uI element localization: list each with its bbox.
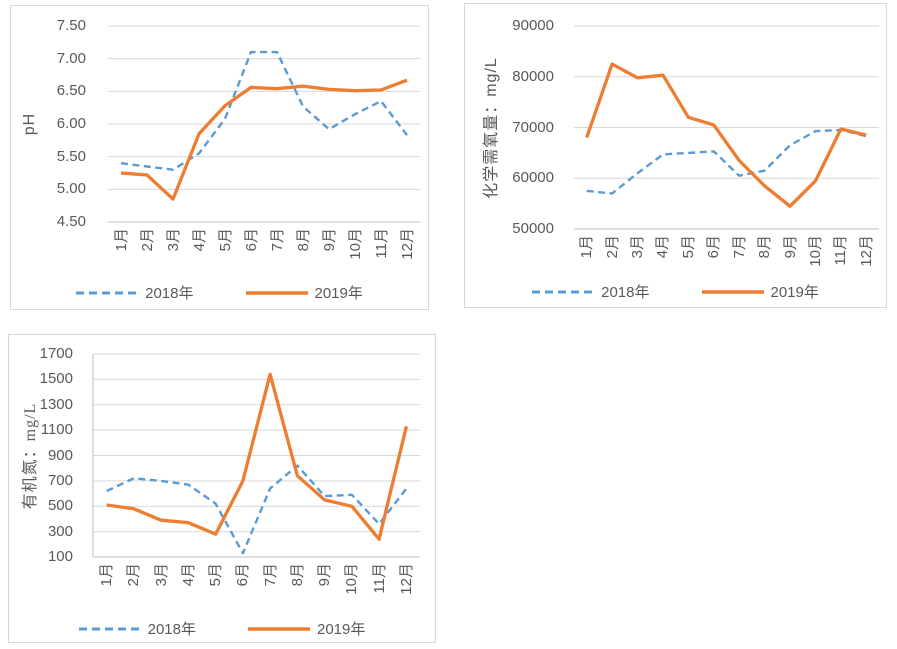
series-line-2019年 <box>120 78 408 201</box>
x-axis-label: 1月 <box>98 563 116 587</box>
plot-area <box>92 353 420 558</box>
x-axis-label: 5月 <box>679 235 697 259</box>
y-axis-tick-label: 60000 <box>512 169 554 187</box>
chart-organic-nitrogen: 有机氮：mg/L 1700 1500 1300 1100 900 700 500 300 100… <box>8 334 436 643</box>
legend-label: 2018年 <box>147 621 196 638</box>
x-axis-label: 11月 <box>372 228 390 259</box>
x-axis-label: 2月 <box>138 228 156 252</box>
y-axis-tick-label: 700 <box>47 471 73 489</box>
x-axis-label: 10月 <box>343 563 361 595</box>
y-axis-tick-label: 300 <box>47 522 73 540</box>
y-axis-tick-label: 4.50 <box>56 213 86 230</box>
legend-label: 2019年 <box>314 285 363 302</box>
y-axis-tick-label: 7.50 <box>56 17 86 34</box>
series-line-2018年 <box>586 128 867 195</box>
x-axis-label: 12月 <box>397 563 415 595</box>
x-axis-label: 4月 <box>654 235 672 259</box>
chart-ph: pH 7.50 7.00 6.50 6.00 5.50 5.00 4.50 1月 2月 3月 4月… <box>10 5 429 310</box>
legend-label: 2019年 <box>770 284 819 301</box>
legend-marker <box>78 627 141 630</box>
x-axis-label: 7月 <box>730 235 748 259</box>
chart-cod: 化学需氧量：mg/L 90000 80000 70000 60000 50000 1月 2… <box>464 3 887 308</box>
y-axis-tick-label: 1700 <box>39 345 73 362</box>
x-axis-label: 10月 <box>806 235 824 267</box>
y-axis-tick-label: 90000 <box>512 17 554 34</box>
y-axis-tick-label: 6.50 <box>56 82 86 100</box>
legend: 2018年 2019年 <box>465 281 886 302</box>
y-axis-tick-label: 100 <box>47 548 73 565</box>
x-axis-label: 12月 <box>857 235 875 267</box>
x-axis-label: 7月 <box>268 228 286 252</box>
y-axis-tick-label: 1100 <box>40 421 73 439</box>
x-axis-label: 6月 <box>705 235 723 259</box>
x-axis-label: 4月 <box>190 228 208 252</box>
x-axis-label: 1月 <box>578 235 596 259</box>
x-axis-label: 2月 <box>125 563 143 587</box>
x-axis-label: 10月 <box>346 228 364 260</box>
legend-label: 2018年 <box>145 285 194 302</box>
series-line-2018年 <box>106 464 408 555</box>
x-axis-label: 11月 <box>832 235 850 266</box>
y-axis-tick-label: 50000 <box>512 220 554 237</box>
legend-marker <box>76 291 139 294</box>
y-axis-tick-label: 70000 <box>512 118 554 136</box>
x-axis-label: 11月 <box>370 563 388 594</box>
legend-item-2019年: 2019年 <box>701 281 819 302</box>
x-axis-label: 8月 <box>288 563 306 587</box>
y-axis-tick-label: 900 <box>47 446 73 464</box>
legend-item-2019年: 2019年 <box>245 282 363 303</box>
series-line-2019年 <box>585 62 867 208</box>
plot-area <box>108 25 420 223</box>
x-axis-label: 1月 <box>112 228 130 252</box>
legend-item-2019年: 2019年 <box>248 618 365 639</box>
x-axis-label: 12月 <box>398 228 416 260</box>
legend-item-2018年: 2018年 <box>532 281 650 302</box>
y-axis-tick-label: 1500 <box>39 370 73 388</box>
x-axis-label: 3月 <box>629 235 647 259</box>
legend-marker <box>248 626 310 631</box>
y-axis-tick-label: 500 <box>47 497 73 515</box>
legend: 2018年 2019年 <box>9 618 435 639</box>
y-axis-tick-label: 5.00 <box>56 180 86 198</box>
x-axis-label: 4月 <box>179 563 197 587</box>
y-axis-tick-label: 5.50 <box>56 147 86 165</box>
x-axis-label: 6月 <box>242 228 260 252</box>
x-axis-label: 5月 <box>207 563 225 587</box>
x-axis-label: 7月 <box>261 563 279 587</box>
legend-item-2018年: 2018年 <box>76 282 194 303</box>
y-axis-tick-label: 80000 <box>512 67 554 85</box>
series-line-2018年 <box>120 50 408 171</box>
x-axis-label: 3月 <box>152 563 170 587</box>
legend-item-2018年: 2018年 <box>78 618 196 639</box>
legend: 2018年 2019年 <box>11 282 428 303</box>
x-axis-label: 9月 <box>781 235 799 259</box>
plot-area <box>574 25 879 230</box>
x-axis-label: 3月 <box>164 228 182 252</box>
series-line-2019年 <box>106 372 409 541</box>
legend-label: 2018年 <box>601 284 650 301</box>
x-axis-label: 9月 <box>316 563 334 587</box>
x-axis-label: 2月 <box>603 235 621 259</box>
y-axis-tick-label: 6.00 <box>56 115 86 132</box>
legend-marker <box>701 289 764 294</box>
x-axis-label: 6月 <box>234 563 252 587</box>
legend-marker <box>532 290 595 293</box>
x-axis-label: 8月 <box>756 235 774 259</box>
x-axis-label: 8月 <box>294 228 312 252</box>
x-axis-label: 9月 <box>320 228 338 252</box>
legend-label: 2019年 <box>317 621 366 638</box>
y-axis-tick-label: 7.00 <box>56 49 86 67</box>
y-axis-tick-label: 1300 <box>39 395 73 413</box>
x-axis-label: 5月 <box>216 228 234 252</box>
legend-marker <box>245 290 308 295</box>
